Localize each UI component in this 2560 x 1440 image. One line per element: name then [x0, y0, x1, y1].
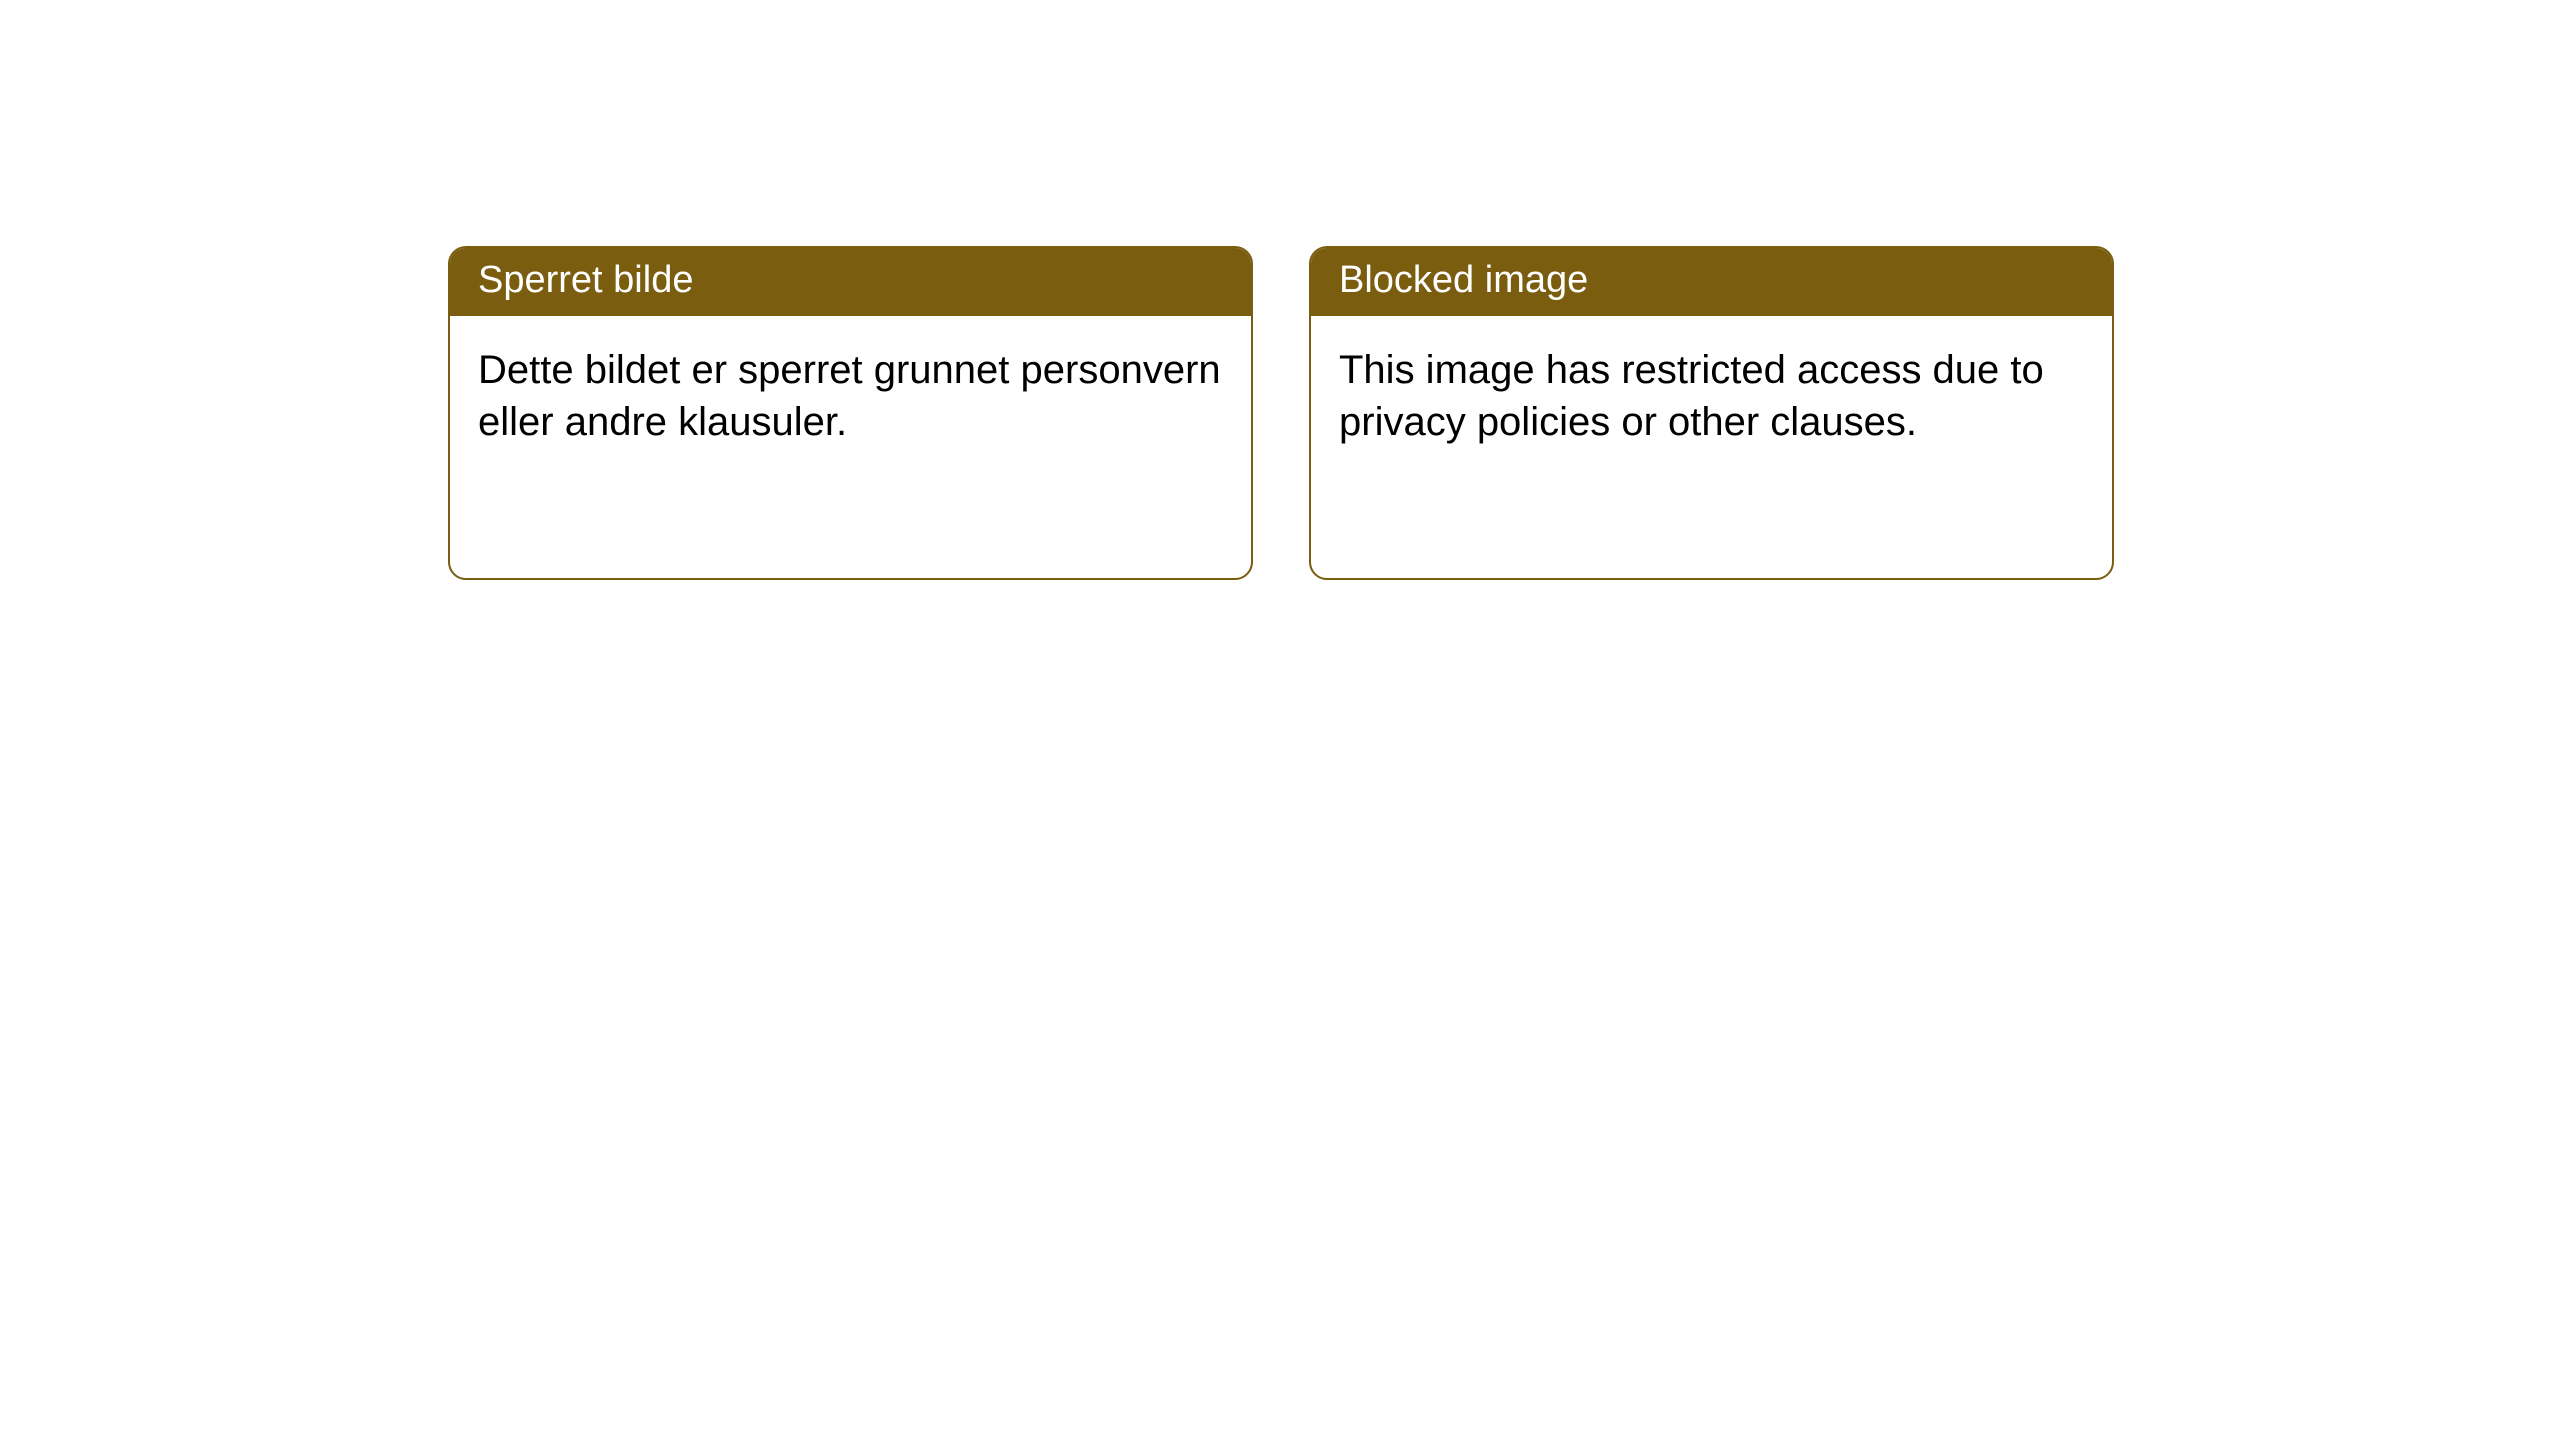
notice-container: Sperret bilde Dette bildet er sperret gr…: [448, 246, 2114, 580]
card-title-en: Blocked image: [1311, 248, 2112, 316]
blocked-image-card-no: Sperret bilde Dette bildet er sperret gr…: [448, 246, 1253, 580]
card-body-en: This image has restricted access due to …: [1311, 316, 2112, 476]
card-body-no: Dette bildet er sperret grunnet personve…: [450, 316, 1251, 476]
blocked-image-card-en: Blocked image This image has restricted …: [1309, 246, 2114, 580]
card-title-no: Sperret bilde: [450, 248, 1251, 316]
